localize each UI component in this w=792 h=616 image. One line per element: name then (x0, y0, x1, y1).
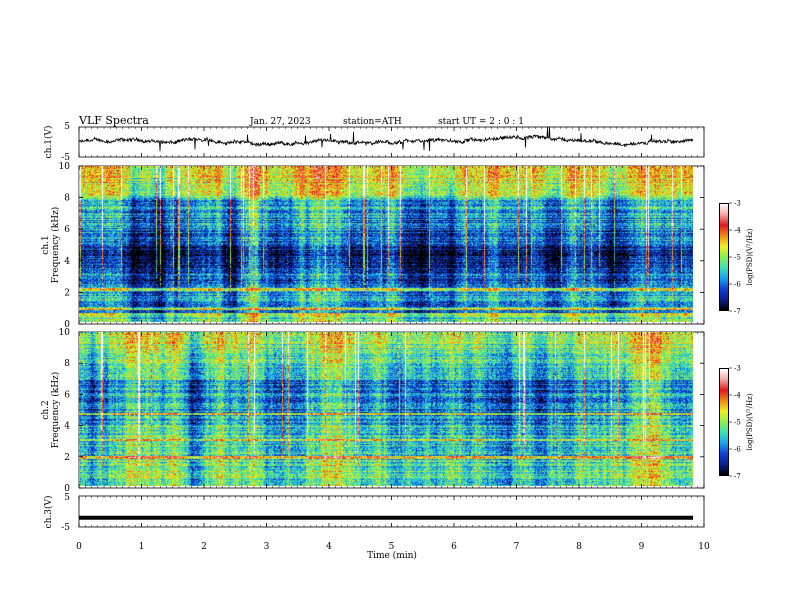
ch3-ytick-top: 5 (64, 493, 70, 503)
ch2-spectrogram-ylabel: Frequency (kHz) (50, 372, 61, 449)
time-tick-label: 1 (139, 542, 145, 552)
ch1-waveform-panel: 5 -5 ch.1(V) (43, 122, 705, 163)
time-axis-label: Time (min) (367, 550, 417, 561)
colorbar-tick-label: -5 (734, 254, 741, 262)
start-time-label: start UT = 2 : 0 : 1 (438, 117, 524, 127)
time-tick-label: 9 (639, 542, 645, 552)
freq-tick-label: 8 (64, 359, 70, 369)
time-tick-label: 2 (201, 542, 207, 552)
ch3-waveform-ylabel: ch.3(V) (43, 496, 54, 529)
ch1-spectrogram-ylabel: Frequency (kHz) (50, 207, 61, 284)
time-tick-label: 3 (264, 542, 270, 552)
time-tick-labels: 0 1 2 3 4 5 6 7 8 9 10 (76, 542, 710, 552)
ch2-colorbar-gradient (719, 368, 729, 476)
ch1-spectrogram-ylabel-top: ch.1 (41, 235, 51, 254)
date-label: Jan. 27, 2023 (249, 117, 311, 127)
colorbar-tick-label: -6 (734, 281, 741, 289)
colorbar-tick-label: -7 (734, 473, 741, 481)
colorbar-tick-label: -3 (734, 365, 741, 373)
ch2-spectrogram-heatmap (79, 332, 693, 486)
ch1-colorbar-gradient (719, 203, 729, 311)
ch2-colorbar: -3 -4 -5 -6 -7 log(PSD)(V²/Hz) (719, 365, 754, 481)
ch3-waveform-panel: 5 -5 ch.3(V) (43, 493, 705, 533)
ch2-spectrogram-panel: 0 2 4 6 8 10 ch.2 Frequency (kHz) (41, 328, 705, 494)
freq-tick-label: 4 (64, 422, 70, 432)
ch3-ytick-bottom: -5 (61, 523, 70, 533)
time-tick-marks (78, 127, 705, 527)
ch2-spectrogram-image-wrap (79, 332, 693, 486)
time-tick-label: 5 (389, 542, 395, 552)
station-label: station=ATH (343, 117, 402, 127)
colorbar-tick-label: -4 (734, 392, 741, 400)
freq-tick-label: 10 (59, 162, 71, 172)
colorbar-tick-label: -4 (734, 227, 741, 235)
ch2-colorbar-gradient-wrap (719, 368, 729, 476)
figure-title: VLF Spectra (78, 114, 149, 127)
ch1-waveform-ylabel: ch.1(V) (43, 126, 54, 159)
freq-tick-label: 10 (59, 328, 71, 338)
freq-tick-label: 6 (64, 390, 70, 400)
colorbar-tick-label: -5 (734, 419, 741, 427)
colorbar-tick-label: -6 (734, 446, 741, 454)
freq-tick-label: 0 (64, 484, 70, 494)
ch1-colorbar-gradient-wrap (719, 203, 729, 311)
freq-tick-label: 0 (64, 320, 70, 330)
ch1-spectrogram-panel: 0 2 4 6 8 10 ch.1 Frequency (kHz) (41, 162, 705, 330)
colorbar-tick-label: -7 (734, 308, 741, 316)
freq-tick-label: 2 (64, 453, 70, 463)
ch2-spectrogram-ylabel-top: ch.2 (41, 400, 51, 419)
freq-tick-label: 2 (64, 288, 70, 298)
ch3-waveform-frame (78, 495, 705, 528)
ch1-spectrogram-image-wrap (79, 166, 693, 322)
freq-tick-label: 4 (64, 257, 70, 267)
ch1-colorbar-label: log(PSD)(V²/Hz) (746, 228, 754, 285)
ch2-colorbar-label: log(PSD)(V²/Hz) (746, 393, 754, 450)
time-tick-label: 10 (698, 542, 710, 552)
colorbar-tick-label: -3 (734, 200, 741, 208)
time-tick-label: 8 (576, 542, 582, 552)
ch1-waveform-line (78, 126, 694, 152)
freq-tick-label: 6 (64, 225, 70, 235)
time-tick-label: 4 (326, 542, 332, 552)
time-tick-label: 7 (514, 542, 520, 552)
ch1-spectrogram-heatmap (79, 166, 693, 322)
time-tick-label: 0 (76, 542, 82, 552)
ch1-colorbar: -3 -4 -5 -6 -7 log(PSD)(V²/Hz) (719, 200, 754, 316)
freq-tick-label: 8 (64, 194, 70, 204)
ch1-ytick-top: 5 (64, 122, 70, 132)
ch1-ytick-bottom: -5 (61, 153, 70, 163)
time-tick-label: 6 (451, 542, 457, 552)
